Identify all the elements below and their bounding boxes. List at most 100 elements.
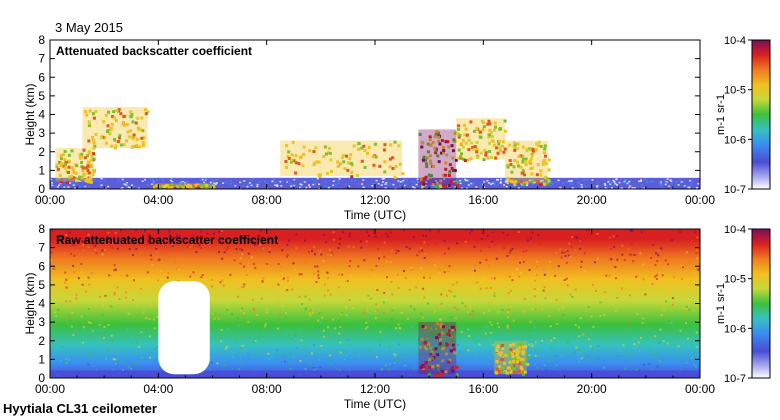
noise-speck: [641, 321, 644, 324]
cloud-speck: [512, 165, 516, 169]
noise-speck: [688, 261, 691, 264]
cloud-speck: [525, 181, 529, 185]
cloud-speck: [383, 170, 387, 174]
cloud-speck: [512, 367, 516, 371]
noise-speck: [506, 311, 509, 314]
colorbar-tick-label: 10-5: [724, 85, 746, 97]
boundary-speck: [80, 180, 83, 183]
noise-speck: [267, 352, 270, 355]
noise-speck: [473, 245, 476, 248]
noise-speck: [590, 315, 593, 318]
cloud-speck: [531, 147, 535, 151]
noise-speck: [432, 368, 435, 371]
noise-speck: [217, 336, 220, 339]
noise-speck: [108, 274, 111, 277]
cloud-speck: [521, 358, 525, 362]
noise-speck: [253, 340, 256, 343]
cloud-speck: [497, 369, 501, 373]
noise-speck: [696, 298, 699, 301]
noise-speck: [621, 253, 624, 256]
cloud-speck: [424, 162, 428, 166]
cloud-speck: [508, 159, 512, 163]
noise-speck: [223, 364, 226, 367]
noise-speck: [286, 276, 289, 279]
cloud-speck: [522, 182, 526, 186]
boundary-speck: [246, 184, 249, 186]
noise-speck: [87, 324, 90, 327]
noise-speck: [525, 249, 528, 252]
noise-speck: [207, 239, 210, 242]
noise-speck: [627, 320, 630, 323]
cloud-speck: [110, 122, 114, 126]
noise-speck: [434, 367, 437, 370]
noise-speck: [528, 269, 531, 272]
noise-speck: [520, 350, 523, 353]
cloud-speck: [450, 366, 454, 370]
cloud-speck: [91, 112, 95, 116]
cloud-speck: [336, 165, 340, 169]
noise-speck: [511, 272, 514, 275]
noise-speck: [321, 351, 324, 354]
boundary-speck: [673, 186, 676, 189]
cloud-speck: [475, 147, 479, 151]
noise-speck: [98, 291, 101, 294]
noise-speck: [295, 247, 298, 250]
noise-speck: [316, 265, 319, 268]
noise-speck: [437, 256, 440, 259]
cloud-speck: [543, 154, 547, 158]
boundary-speck: [152, 180, 155, 182]
noise-speck: [545, 369, 548, 372]
noise-speck: [259, 331, 262, 334]
noise-speck: [317, 324, 320, 327]
noise-speck: [554, 274, 557, 277]
noise-speck: [421, 249, 424, 252]
cloud-speck: [512, 144, 516, 148]
noise-speck: [101, 249, 104, 252]
cloud-speck: [455, 184, 459, 188]
noise-speck: [210, 285, 213, 288]
noise-speck: [682, 266, 685, 269]
noise-speck: [404, 332, 407, 335]
cloud-speck: [87, 121, 91, 125]
noise-speck: [642, 278, 645, 281]
noise-speck: [247, 320, 250, 323]
boundary-speck: [412, 186, 415, 188]
cloud-speck: [207, 186, 211, 189]
noise-speck: [246, 270, 249, 273]
cloud-speck: [469, 157, 473, 161]
cloud-speck: [294, 154, 298, 158]
noise-speck: [216, 362, 219, 365]
noise-speck: [141, 356, 144, 359]
noise-speck: [117, 349, 120, 352]
cloud-speck: [88, 109, 92, 113]
noise-speck: [50, 229, 53, 232]
cloud-speck: [495, 146, 499, 150]
noise-speck: [200, 276, 203, 279]
noise-speck: [258, 350, 261, 353]
cloud-speck: [512, 359, 516, 363]
noise-speck: [416, 254, 419, 257]
noise-speck: [675, 357, 678, 360]
noise-speck: [321, 316, 324, 319]
noise-speck: [663, 309, 666, 312]
cloud-speck: [494, 125, 498, 129]
cloud-speck: [342, 160, 346, 164]
noise-speck: [422, 316, 425, 319]
cloud-speck: [419, 365, 423, 369]
noise-speck: [338, 320, 341, 323]
noise-speck: [656, 260, 659, 263]
noise-speck: [379, 330, 382, 333]
noise-speck: [563, 326, 566, 329]
cloud-speck: [431, 182, 435, 186]
cloud-speck: [447, 183, 451, 187]
boundary-speck: [483, 180, 486, 183]
noise-speck: [146, 326, 149, 329]
noise-speck: [337, 230, 340, 233]
boundary-speck: [550, 181, 553, 183]
noise-speck: [85, 277, 88, 280]
noise-speck: [511, 279, 514, 282]
cloud-speck: [534, 148, 538, 152]
noise-speck: [450, 316, 453, 319]
cloud-speck: [503, 147, 507, 151]
cloud-speck: [495, 359, 499, 363]
